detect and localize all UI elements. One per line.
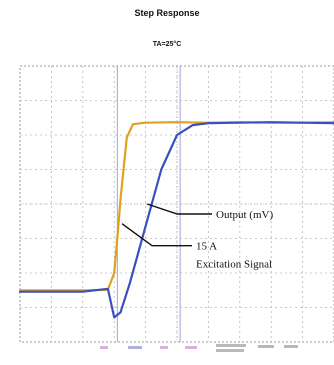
annotation-output-label: Output (mV)	[216, 209, 273, 221]
gridlines	[20, 66, 334, 342]
readout-mark	[258, 345, 274, 348]
readout-mark	[160, 346, 168, 349]
readout-mark	[284, 345, 298, 348]
plot-area: Output (mV) 15 A Excitation Signal	[18, 65, 334, 343]
readout-mark	[216, 349, 244, 352]
series-layer	[18, 121, 334, 319]
annotation-15a-label: 15 A	[196, 241, 217, 253]
annotation-excitation-label: Excitation Signal	[196, 259, 272, 271]
readout-mark	[100, 346, 108, 349]
annotation-leader-output	[146, 203, 212, 215]
chart-title: Step Response	[134, 8, 199, 18]
readout-mark	[128, 346, 142, 349]
readout-mark	[216, 344, 246, 347]
scope-readout-strip	[100, 344, 298, 352]
series-line-output	[18, 121, 334, 319]
chart-subtitle: TA=25°C	[153, 40, 182, 48]
readout-mark	[185, 346, 197, 349]
annotation-layer: Output (mV) 15 A Excitation Signal	[121, 203, 273, 271]
annotation-leader-excitation	[121, 223, 192, 247]
